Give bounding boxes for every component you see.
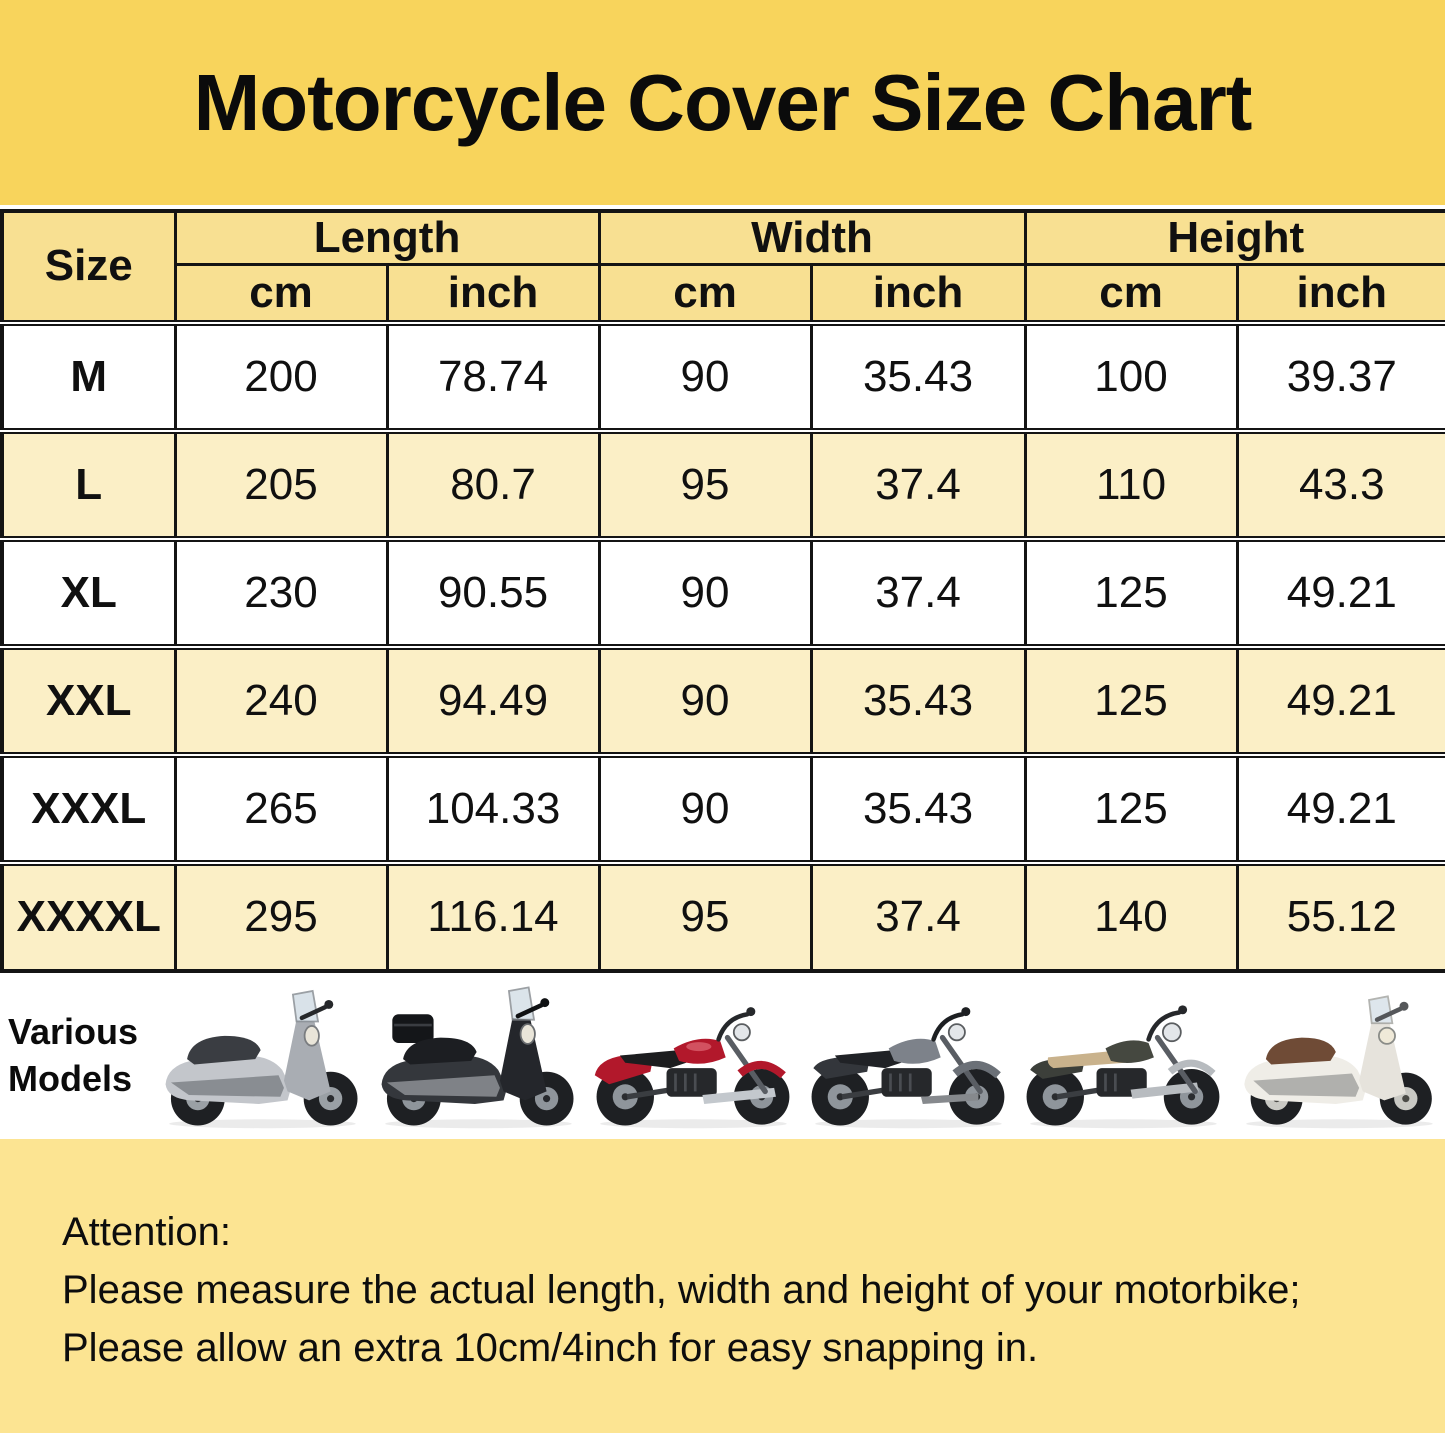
table-row-xxxxl: XXXXL 295 116.14 95 37.4 140 55.12 xyxy=(0,861,1445,972)
cell-xxxxl-height-cm: 140 xyxy=(1023,861,1239,972)
cell-xxxl-length-cm: 265 xyxy=(173,753,389,864)
cell-xxxxl-width-cm: 95 xyxy=(597,861,813,972)
cell-xl-height-cm: 125 xyxy=(1023,537,1239,648)
size-table: Size Length Width Height cm inch cm inch… xyxy=(0,209,1445,973)
attention-line2: Please allow an extra 10cm/4inch for eas… xyxy=(62,1325,1039,1370)
cell-xxxl-width-cm: 90 xyxy=(597,753,813,864)
table-row-xl: XL 230 90.55 90 37.4 125 49.21 xyxy=(0,537,1445,648)
cell-l-height-inch: 43.3 xyxy=(1235,429,1445,540)
title-banner: Motorcycle Cover Size Chart xyxy=(0,0,1445,205)
row-header-size-xl: XL xyxy=(0,537,177,648)
col-header-size: Size xyxy=(0,209,177,324)
various-models-label-line2: Models xyxy=(8,1057,133,1099)
cell-m-height-inch: 39.37 xyxy=(1235,321,1445,432)
row-header-size-xxl: XXL xyxy=(0,645,177,756)
black-scooter-with-top-box-image xyxy=(381,985,574,1128)
cell-xxl-height-cm: 125 xyxy=(1023,645,1239,756)
unit-header-height-inch: inch xyxy=(1235,263,1445,326)
row-header-size-m: M xyxy=(0,321,177,432)
model-slot-1 xyxy=(153,982,368,1130)
col-header-width: Width xyxy=(597,209,1027,266)
cell-m-width-cm: 90 xyxy=(597,321,813,432)
cell-l-width-inch: 37.4 xyxy=(809,429,1027,540)
scrambler-motorcycle-tan-seat-image xyxy=(1027,1004,1220,1128)
cell-xxl-length-inch: 94.49 xyxy=(385,645,601,756)
cell-l-length-inch: 80.7 xyxy=(385,429,601,540)
table-row-xxxl: XXXL 265 104.33 90 35.43 125 49.21 xyxy=(0,753,1445,864)
model-slot-5 xyxy=(1014,982,1229,1130)
model-slot-4 xyxy=(799,982,1014,1130)
cell-xxxl-length-inch: 104.33 xyxy=(385,753,601,864)
unit-header-height-cm: cm xyxy=(1023,263,1239,326)
cell-xxxl-height-cm: 125 xyxy=(1023,753,1239,864)
page-title: Motorcycle Cover Size Chart xyxy=(193,57,1253,147)
cell-xl-width-inch: 37.4 xyxy=(809,537,1027,648)
cell-m-width-inch: 35.43 xyxy=(809,321,1027,432)
row-header-size-xxxxl: XXXXL xyxy=(0,861,177,972)
cell-l-width-cm: 95 xyxy=(597,429,813,540)
cell-xxxl-height-inch: 49.21 xyxy=(1235,753,1445,864)
model-slot-3 xyxy=(584,982,799,1130)
unit-header-length-cm: cm xyxy=(173,263,389,326)
cell-xl-length-inch: 90.55 xyxy=(385,537,601,648)
row-header-size-l: L xyxy=(0,429,177,540)
cell-xxxxl-width-inch: 37.4 xyxy=(809,861,1027,972)
cell-xxl-length-cm: 240 xyxy=(173,645,389,756)
unit-header-width-cm: cm xyxy=(597,263,813,326)
cell-xxl-height-inch: 49.21 xyxy=(1235,645,1445,756)
table-row-l: L 205 80.7 95 37.4 110 43.3 xyxy=(0,429,1445,540)
silver-maxi-scooter-image xyxy=(165,989,358,1128)
col-header-length: Length xyxy=(173,209,601,266)
model-slot-6 xyxy=(1230,982,1445,1130)
cell-xl-width-cm: 90 xyxy=(597,537,813,648)
various-models-strip: Various Models xyxy=(0,972,1445,1139)
cell-m-length-inch: 78.74 xyxy=(385,321,601,432)
unit-header-width-inch: inch xyxy=(809,263,1027,326)
various-models-label: Various Models xyxy=(0,1009,153,1103)
unit-header-length-inch: inch xyxy=(385,263,601,326)
row-header-size-xxxl: XXXL xyxy=(0,753,177,864)
cell-xxxxl-length-cm: 295 xyxy=(173,861,389,972)
gray-naked-motorcycle-image xyxy=(811,1006,1005,1128)
cell-xxxxl-length-inch: 116.14 xyxy=(385,861,601,972)
col-header-height: Height xyxy=(1023,209,1445,266)
model-slot-2 xyxy=(369,982,584,1130)
cell-xl-height-inch: 49.21 xyxy=(1235,537,1445,648)
cell-xl-length-cm: 230 xyxy=(173,537,389,648)
various-models-label-line1: Various xyxy=(8,1010,139,1052)
cell-l-height-cm: 110 xyxy=(1023,429,1239,540)
table-row-xxl: XXL 240 94.49 90 35.43 125 49.21 xyxy=(0,645,1445,756)
cell-xxl-width-cm: 90 xyxy=(597,645,813,756)
table-unit-header-row: cm inch cm inch cm inch xyxy=(2,263,1445,326)
cell-m-height-cm: 100 xyxy=(1023,321,1239,432)
table-group-header-row: Size Length Width Height xyxy=(0,209,1445,324)
white-classic-scooter-image xyxy=(1244,994,1433,1128)
cell-xxxl-width-inch: 35.43 xyxy=(809,753,1027,864)
cell-xxl-width-inch: 35.43 xyxy=(809,645,1027,756)
attention-note: Attention: Please measure the actual len… xyxy=(0,1138,1445,1433)
attention-line1: Please measure the actual length, width … xyxy=(62,1267,1301,1312)
cell-l-length-cm: 205 xyxy=(173,429,389,540)
table-row-m: M 200 78.74 90 35.43 100 39.37 xyxy=(0,321,1445,432)
cell-m-length-cm: 200 xyxy=(173,321,389,432)
red-cruiser-motorcycle-image xyxy=(594,1006,790,1128)
cell-xxxxl-height-inch: 55.12 xyxy=(1235,861,1445,972)
attention-heading: Attention: xyxy=(62,1209,232,1254)
